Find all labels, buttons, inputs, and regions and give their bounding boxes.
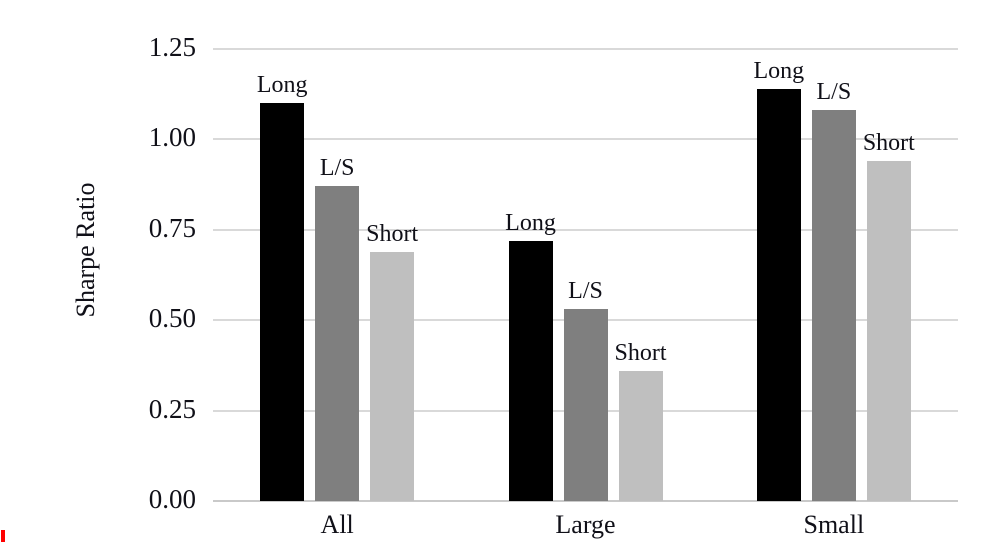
x-category-label: All [320, 510, 354, 539]
bar-slot: L/S [811, 80, 856, 501]
bar-short [866, 161, 911, 501]
bar-series-label: Short [862, 130, 915, 157]
x-category-label: Large [555, 510, 616, 539]
bar-group-large: Long L/S Short [505, 49, 667, 501]
y-tick-label: 1.25 [148, 32, 196, 63]
bar-series-label: Short [366, 220, 419, 247]
bar-ls [811, 110, 856, 501]
bar-slot: Short [863, 131, 915, 501]
bar-series-label: L/S [816, 79, 852, 106]
bar-ls [563, 309, 608, 501]
y-tick-label: 0.50 [148, 303, 196, 334]
bar-long [260, 103, 305, 501]
bar-long [508, 240, 553, 501]
bar-short [370, 251, 415, 501]
gridline [213, 48, 958, 50]
bar-group-all: Long L/S Short [257, 49, 418, 501]
red-cursor-mark [1, 530, 5, 542]
y-tick-label: 0.00 [148, 484, 196, 515]
x-category-label: Small [803, 510, 865, 539]
bar-group-small: Long L/S Short [753, 49, 915, 501]
y-tick-label: 0.25 [148, 393, 196, 424]
bar-slot: Long [505, 211, 556, 501]
bar-slot: Short [366, 222, 418, 501]
bar-series-label: L/S [319, 155, 355, 182]
bar-series-label: Long [256, 72, 308, 99]
bar-series-label: Long [753, 57, 805, 84]
bar-long [756, 88, 801, 501]
bar-slot: Long [753, 59, 804, 501]
y-tick-label: 1.00 [148, 122, 196, 153]
bar-series-label: Long [505, 209, 556, 236]
bar-series-label: L/S [568, 278, 603, 305]
y-tick-label: 0.75 [148, 212, 196, 243]
gridline [213, 138, 958, 141]
x-axis-line [213, 500, 958, 502]
y-axis-title: Sharpe Ratio [71, 182, 100, 318]
bar-ls [315, 186, 360, 501]
bar-short [618, 370, 663, 501]
plot-area: 1.25 1.00 0.75 0.50 0.25 0.00 Long L/S Short All L… [149, 34, 958, 538]
bar-slot: L/S [315, 156, 360, 501]
bar-slot: Long [257, 73, 307, 501]
bar-slot: L/S [563, 279, 608, 501]
bar-slot: Short [614, 341, 667, 501]
gridline [213, 228, 958, 231]
bar-series-label: Short [614, 339, 667, 366]
